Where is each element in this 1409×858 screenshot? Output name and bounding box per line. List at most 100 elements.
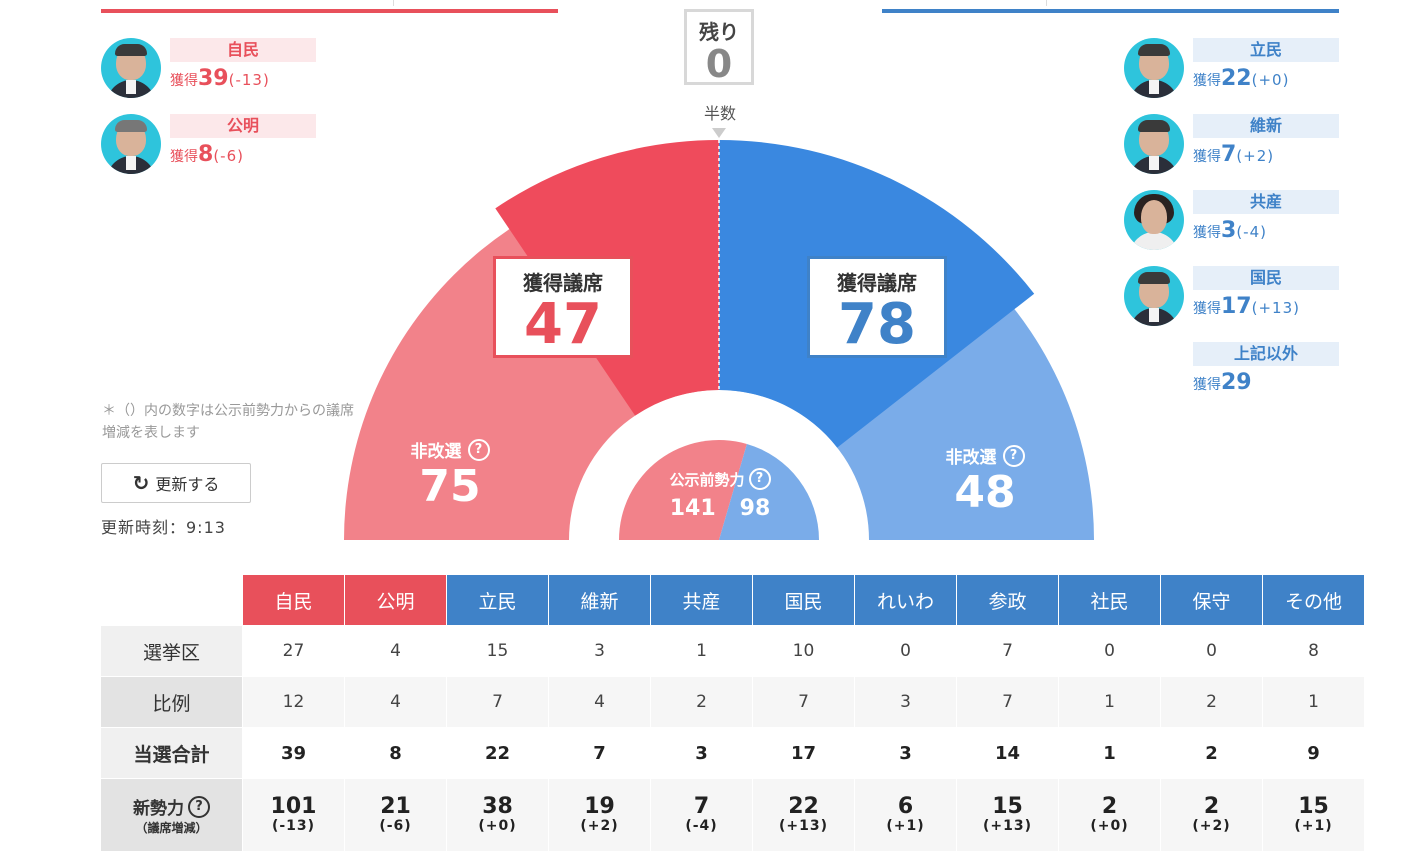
new-force-delta: (+0) (478, 818, 517, 834)
table-row: 当選合計 39 8 22 7 3 17 3 14 1 2 9 (101, 727, 1365, 779)
party-seats: 獲得29 (1193, 370, 1252, 395)
table-row-new-force: 新勢力? （議席増減） 101 (-13) 21 (-6) 38 (+0) 19 (+2) 7 (-4… (101, 778, 1365, 852)
table-cell: 7 (956, 625, 1059, 677)
remaining-label: 残り (699, 20, 739, 44)
table-cell: 0 (854, 625, 957, 677)
row-label: 当選合計 (101, 727, 243, 779)
table-cell: 21 (-6) (344, 778, 447, 852)
new-force-sublabel: （議席増減） (135, 821, 208, 835)
table-cell: 9 (1262, 727, 1365, 779)
party-seats: 獲得22(+0) (1193, 66, 1290, 91)
refresh-button[interactable]: ↻ 更新する (101, 463, 251, 503)
table-cell: 1 (1058, 676, 1161, 728)
table-cell: 39 (242, 727, 345, 779)
party-name: 維新 (1193, 114, 1339, 138)
ruling-bloc-divider (101, 9, 558, 13)
table-cell: 4 (344, 625, 447, 677)
new-force-value: 19 (584, 794, 615, 819)
table-cell: 6 (+1) (854, 778, 957, 852)
table-cell: 7 (956, 676, 1059, 728)
table-header-cell: 公明 (344, 575, 447, 626)
table-cell: 10 (752, 625, 855, 677)
remaining-seats-box: 残り 0 (684, 9, 754, 85)
party-card-others: 上記以外 獲得29 (1124, 342, 1364, 408)
help-icon[interactable]: ? (188, 795, 210, 818)
leader-photo (1124, 38, 1184, 98)
table-cell: 7 (446, 676, 549, 728)
table-header-cell: 保守 (1160, 575, 1263, 626)
new-force-value: 7 (693, 794, 710, 819)
party-name: 上記以外 (1193, 342, 1339, 366)
party-card-kyosan: 共産 獲得3(-4) (1124, 190, 1364, 256)
table-header-cell: その他 (1262, 575, 1365, 626)
table-cell: 7 (548, 727, 651, 779)
table-cell: 22 (+13) (752, 778, 855, 852)
table-cell: 1 (1262, 676, 1365, 728)
leader-photo (1124, 266, 1184, 326)
majority-marker-icon (712, 128, 726, 138)
opposition-nonreelect-label: 非改選 (945, 448, 997, 468)
ruling-won-label: 獲得議席 (523, 271, 603, 295)
table-cell: 1 (650, 625, 753, 677)
ruling-won-box: 獲得議席 47 (493, 256, 633, 358)
party-card-rikken: 立民 獲得22(+0) (1124, 38, 1364, 104)
party-card-jimin: 自民 獲得39(-13) (101, 38, 341, 104)
new-force-delta: (-13) (271, 818, 316, 834)
table-cell: 8 (1262, 625, 1365, 677)
table-cell: 8 (344, 727, 447, 779)
table-cell: 7 (-4) (650, 778, 753, 852)
table-header-cell: 参政 (956, 575, 1059, 626)
help-icon[interactable]: ? (467, 438, 490, 461)
table-cell: 14 (956, 727, 1059, 779)
opposition-won-box: 獲得議席 78 (807, 256, 947, 358)
table-cell: 19 (+2) (548, 778, 651, 852)
new-force-value: 22 (788, 794, 819, 819)
table-cell: 4 (548, 676, 651, 728)
table-header-cell: 国民 (752, 575, 855, 626)
results-table: 自民 公明 立民 維新 共産 国民 れいわ 参政 社民 保守 その他 選挙区 27 4 15 3 1 10 0 7 0… (101, 575, 1365, 852)
table-header-cell: 立民 (446, 575, 549, 626)
table-header-cell: れいわ (854, 575, 957, 626)
remaining-value: 0 (705, 42, 733, 86)
row-label: 比例 (101, 676, 243, 728)
table-cell: 12 (242, 676, 345, 728)
pre-label: 公示前勢力 (669, 470, 745, 489)
table-cell: 2 (1160, 727, 1263, 779)
table-cell: 27 (242, 625, 345, 677)
new-force-value: 38 (482, 794, 513, 819)
table-cell: 3 (650, 727, 753, 779)
table-header-cell: 共産 (650, 575, 753, 626)
table-cell: 2 (+0) (1058, 778, 1161, 852)
table-cell: 15 (446, 625, 549, 677)
majority-label: 半数 (703, 104, 736, 123)
table-cell: 101 (-13) (242, 778, 345, 852)
opposition-nonreelect-value: 48 (954, 467, 1016, 518)
party-name: 国民 (1193, 266, 1339, 290)
ruling-nonreelect: 非改選? 75 (380, 437, 520, 512)
party-seats: 獲得8(-6) (170, 142, 244, 167)
party-seats: 獲得39(-13) (170, 66, 270, 91)
refresh-label: 更新する (155, 475, 220, 494)
help-icon[interactable]: ? (748, 468, 771, 490)
party-name: 公明 (170, 114, 316, 138)
party-name: 立民 (1193, 38, 1339, 62)
new-force-delta: (+1) (1294, 818, 1333, 834)
table-cell: 2 (+2) (1160, 778, 1263, 852)
update-time: 更新時刻：9:13 (101, 518, 226, 537)
help-icon[interactable]: ? (1002, 444, 1025, 467)
party-seats: 獲得7(+2) (1193, 142, 1275, 167)
ruling-nonreelect-label: 非改選 (410, 442, 462, 462)
leader-photo (101, 38, 161, 98)
table-cell: 15 (+1) (1262, 778, 1365, 852)
leader-photo (1124, 190, 1184, 250)
pre-election-force: 公示前勢力? 141 98 (640, 468, 800, 521)
opposition-won-label: 獲得議席 (837, 271, 917, 295)
pre-opposition-slice (719, 443, 819, 540)
table-header-cell: 自民 (242, 575, 345, 626)
party-seats: 獲得3(-4) (1193, 218, 1267, 243)
table-cell: 2 (650, 676, 753, 728)
table-cell: 22 (446, 727, 549, 779)
leader-photo (1124, 114, 1184, 174)
party-card-ishin: 維新 獲得7(+2) (1124, 114, 1364, 180)
table-cell: 38 (+0) (446, 778, 549, 852)
